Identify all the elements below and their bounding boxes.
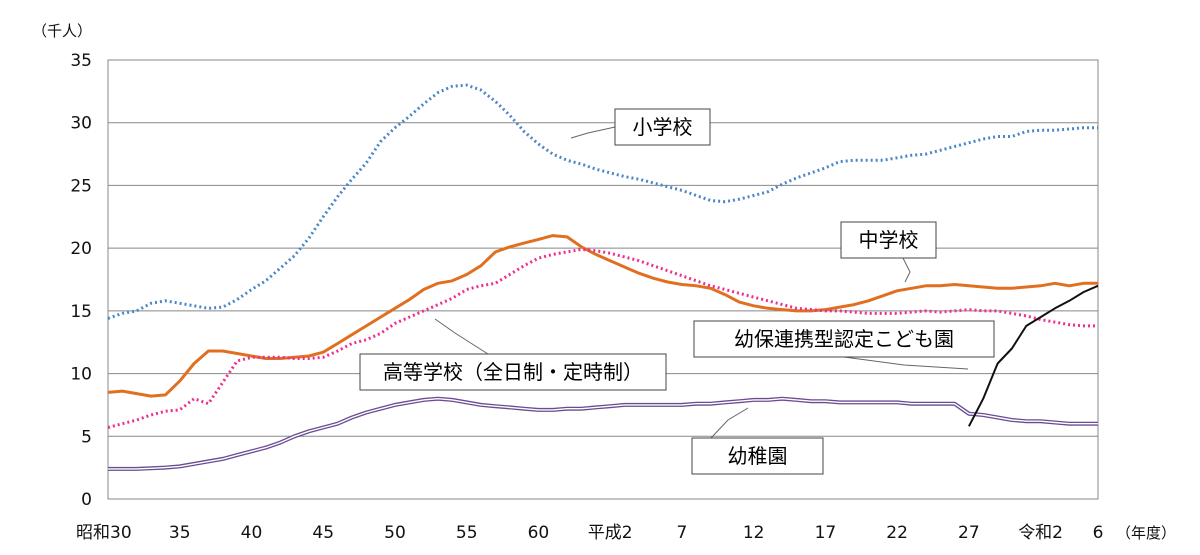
callout-leader [434, 318, 489, 355]
callout-leader [843, 356, 969, 370]
x-axis-ticks: 昭和30 35 40 45 50 55 60 平成2 7 12 17 22 27 令和2 6 [76, 523, 1103, 543]
y-tick-label: 0 [81, 490, 92, 510]
series-line-3-outer [108, 396, 1098, 471]
y-tick-label: 35 [70, 51, 92, 71]
x-tick-label: 60 [528, 523, 550, 543]
callout-box [359, 353, 667, 391]
x-tick-label: 55 [456, 523, 478, 543]
x-tick-label: 12 [743, 523, 765, 543]
callout-leader [902, 257, 911, 283]
y-tick-label: 25 [70, 176, 92, 196]
callout-box [840, 221, 937, 259]
x-tick-label: 50 [384, 523, 406, 543]
callout-box [693, 320, 995, 358]
x-axis-unit-label: （年度） [1116, 524, 1176, 542]
series-name-label: 小学校 [633, 115, 693, 139]
x-tick-label: 22 [886, 523, 908, 543]
series-name-label: 中学校 [859, 228, 919, 252]
series-line-0 [107, 83, 1098, 320]
callout-leader [710, 407, 749, 439]
series-line-2 [107, 247, 1098, 429]
x-tick-label: 45 [312, 523, 334, 543]
y-tick-label: 15 [70, 302, 92, 322]
y-tick-label: 30 [70, 114, 92, 134]
y-tick-label: 10 [70, 365, 92, 385]
y-tick-label: 5 [81, 427, 92, 447]
x-tick-label: 6 [1093, 523, 1104, 543]
series-name-label: 高等学校（全日制・定時制） [383, 360, 643, 384]
y-axis-ticks: 0 5 10 15 20 25 30 35 [70, 51, 92, 510]
x-tick-label: 35 [169, 523, 191, 543]
plot-frame [107, 59, 1099, 500]
series-line-3-inner [108, 398, 1098, 470]
callout-leader [570, 126, 616, 139]
callout-box [614, 108, 711, 146]
gridlines [108, 59, 1098, 500]
series-name-label: 幼保連携型認定こども園 [734, 327, 954, 351]
series-line-4 [968, 284, 1099, 427]
x-tick-label: 27 [958, 523, 980, 543]
x-tick-label: 平成2 [588, 523, 633, 543]
y-tick-label: 20 [70, 239, 92, 259]
x-tick-label: 7 [676, 523, 687, 543]
series-name-label: 幼稚園 [728, 444, 788, 468]
y-axis-unit-label: （千人） [32, 22, 92, 40]
x-tick-label: 17 [815, 523, 837, 543]
x-tick-label: 40 [241, 523, 263, 543]
x-tick-label: 令和2 [1018, 523, 1063, 543]
x-tick-label: 昭和30 [76, 523, 132, 543]
callout-box [691, 437, 824, 475]
series-lines [107, 83, 1099, 471]
